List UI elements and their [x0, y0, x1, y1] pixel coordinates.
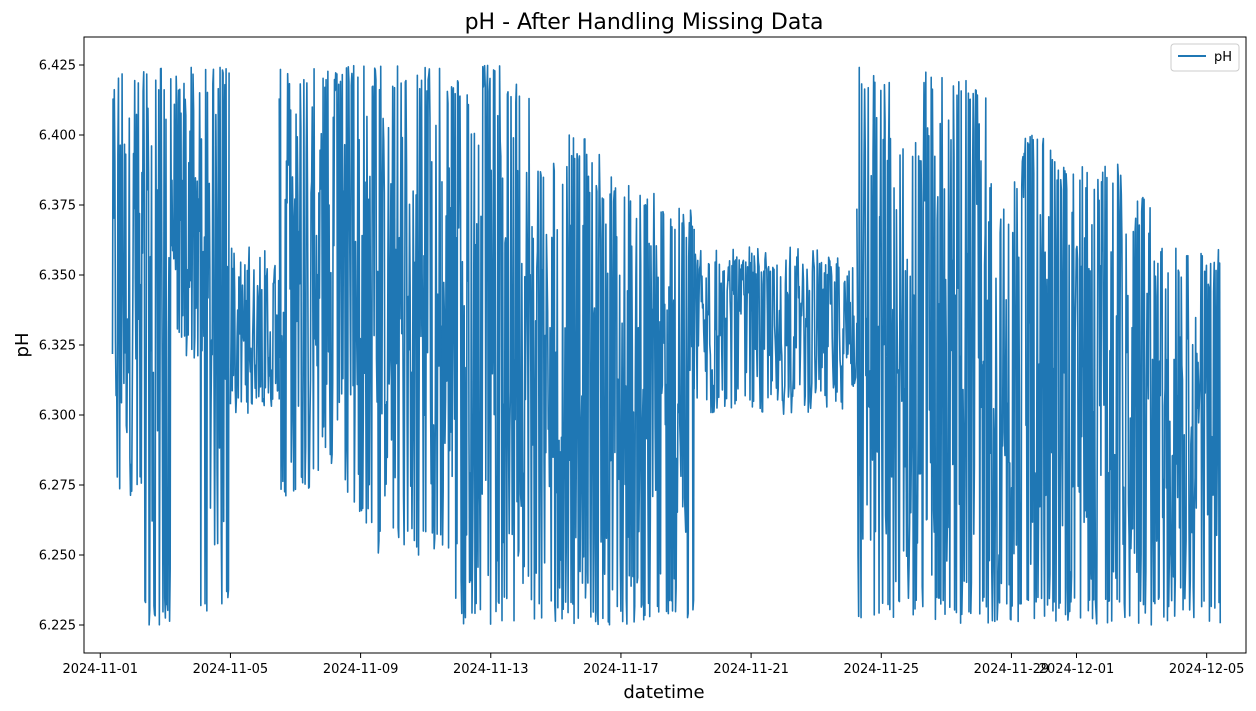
y-tick-label: 6.300 [39, 409, 76, 424]
series-line-segment [693, 246, 858, 415]
series-line-segment [441, 64, 695, 626]
y-tick-label: 6.375 [39, 199, 76, 214]
x-tick-label: 2024-11-17 [583, 662, 659, 677]
y-tick-label: 6.250 [39, 549, 76, 564]
y-tick-label: 6.325 [39, 339, 76, 354]
series-line-segment [229, 246, 281, 414]
series-line-segment [111, 66, 230, 626]
series-line-segment [278, 64, 443, 556]
x-tick-label: 2024-11-13 [453, 662, 529, 677]
series-layer [111, 64, 1222, 626]
legend-label-ph: pH [1214, 50, 1232, 65]
y-tick-label: 6.225 [39, 619, 76, 634]
x-tick-label: 2024-11-05 [193, 662, 269, 677]
y-tick-label: 6.400 [39, 129, 76, 144]
y-tick-label: 6.275 [39, 479, 76, 494]
legend: pH [1170, 43, 1240, 72]
y-tick-label: 6.425 [39, 59, 76, 74]
y-axis-label: pH [12, 333, 33, 358]
chart-title: pH - After Handling Missing Data [465, 10, 824, 35]
y-tick-label: 6.350 [39, 269, 76, 284]
x-axis: 2024-11-01 2024-11-05 2024-11-09 2024-11-13… [62, 653, 1244, 677]
x-axis-label: datetime [623, 682, 704, 703]
series-line-segment [856, 66, 1222, 626]
legend-box [1170, 43, 1240, 72]
x-tick-label: 2024-11-21 [713, 662, 789, 677]
x-tick-label: 2024-12-05 [1169, 662, 1245, 677]
x-tick-label: 2024-11-09 [323, 662, 399, 677]
x-tick-label: 2024-11-01 [62, 662, 138, 677]
x-tick-label: 2024-11-29 [974, 662, 1050, 677]
x-tick-label: 2024-12-01 [1039, 662, 1115, 677]
x-tick-label: 2024-11-25 [843, 662, 919, 677]
y-axis: 6.225 6.250 6.275 6.300 6.325 6.350 6.375 6.400… [39, 59, 84, 634]
